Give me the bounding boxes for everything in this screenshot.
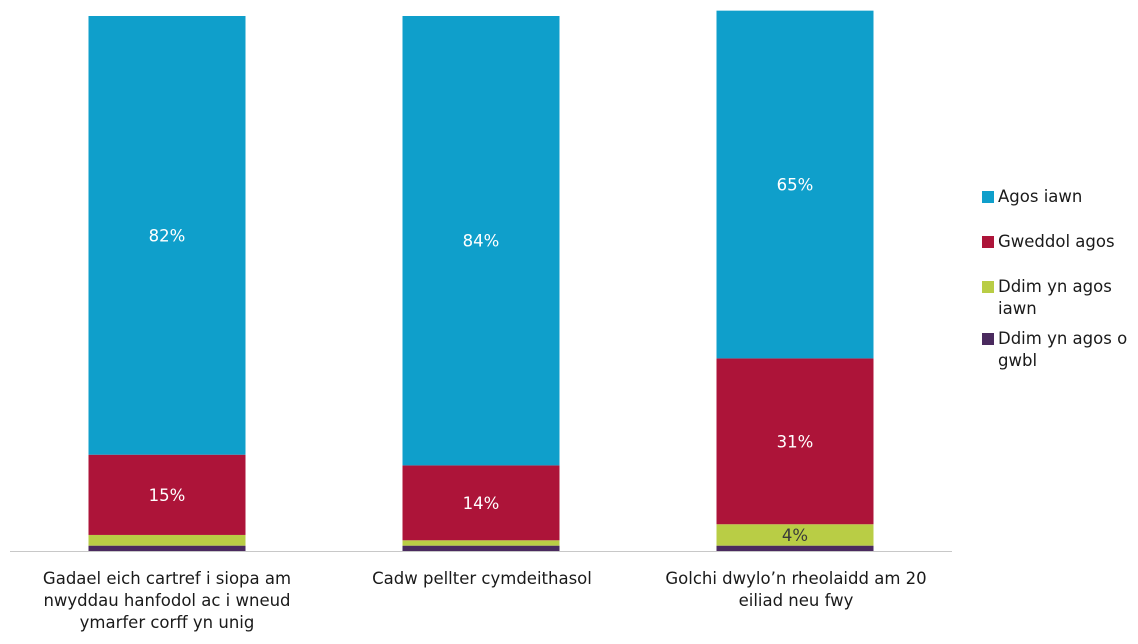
legend-label-line: Ddim yn agos o: [998, 329, 1128, 348]
legend-label-line: gwbl: [998, 351, 1038, 370]
x-tick-label-line: Cadw pellter cymdeithasol: [372, 569, 592, 588]
x-tick-label-line: Gadael eich cartref i siopa am: [42, 569, 292, 588]
bar-segment: [716, 524, 874, 546]
data-label: 82%: [149, 226, 186, 245]
legend-label: Gweddol agos: [998, 231, 1115, 253]
legend-label-line: iawn: [998, 299, 1037, 318]
x-tick-label-line: nwyddau hanfodol ac i wneud: [43, 591, 291, 610]
bar-segment: [88, 454, 246, 535]
bar-segment: [88, 534, 246, 546]
data-label: 65%: [777, 176, 814, 195]
bar-segment: [402, 540, 560, 546]
x-tick-label-line: Golchi dwylo’n rheolaidd am 20: [665, 569, 927, 588]
legend-label-line: Gweddol agos: [998, 232, 1115, 251]
bar-segment: [716, 358, 874, 525]
bar-segment: [88, 16, 246, 455]
data-label: 84%: [463, 232, 500, 251]
data-label: 31%: [777, 432, 814, 451]
data-label: 14%: [463, 494, 500, 513]
x-tick-label: Cadw pellter cymdeithasol: [362, 568, 602, 590]
bar-segment: [402, 465, 560, 541]
data-label: 4%: [782, 526, 808, 545]
x-tick-label-line: eiliad neu fwy: [738, 591, 854, 610]
bar-segment: [402, 545, 560, 551]
bar-segment: [716, 10, 874, 359]
x-tick-label: Gadael eich cartref i siopa am nwyddau ha…: [31, 568, 303, 634]
x-tick-label: Golchi dwylo’n rheolaidd am 20 eiliad neu…: [648, 568, 944, 612]
legend-label: Agos iawn: [998, 186, 1082, 208]
legend-label: Ddim yn agos o gwbl: [998, 328, 1127, 372]
legend-swatch: [982, 333, 994, 345]
legend-swatch: [982, 281, 994, 293]
bar-segment: [88, 545, 246, 551]
bar-segment: [402, 16, 560, 466]
bar-segment: [716, 545, 874, 551]
x-tick-label-line: ymarfer corff yn unig: [79, 613, 255, 632]
legend-swatch: [982, 236, 994, 248]
legend-label-line: Agos iawn: [998, 187, 1083, 206]
data-label: 15%: [149, 486, 186, 505]
legend-swatch: [982, 191, 994, 203]
legend-label: Ddim yn agos iawn: [998, 276, 1112, 320]
legend-label-line: Ddim yn agos: [998, 277, 1112, 296]
